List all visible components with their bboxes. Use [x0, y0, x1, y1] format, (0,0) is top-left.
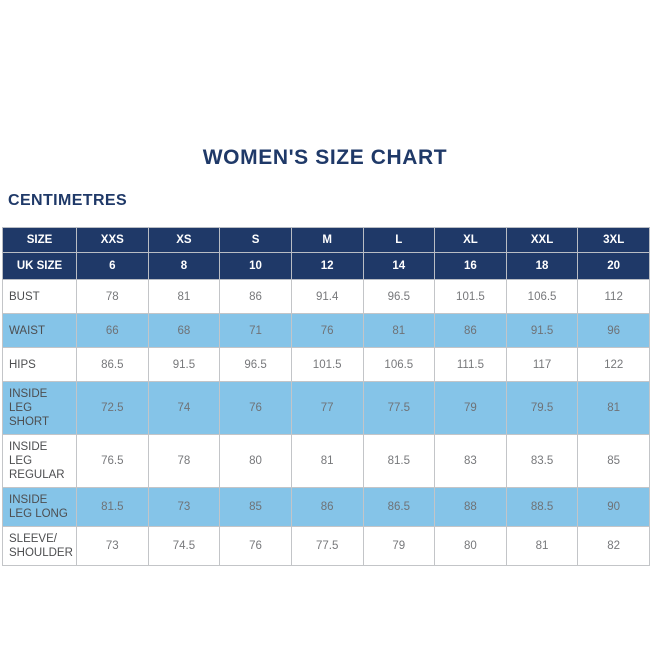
header-size-cell: 3XL [577, 227, 650, 253]
header-size-cell: XXL [505, 227, 579, 253]
measurement-cell: 101.5 [434, 279, 507, 314]
row-label: BUST [2, 279, 77, 314]
measurement-cell: 86.5 [362, 487, 436, 527]
measurement-cell: 76 [290, 313, 364, 348]
measurement-cell: 111.5 [434, 347, 507, 382]
measurement-cell: 76 [219, 526, 292, 566]
measurement-cell: 66 [76, 313, 149, 348]
measurement-cell: 91.5 [505, 313, 579, 348]
measurement-cell: 112 [577, 279, 650, 314]
row-label: INSIDE LEG REGULAR [2, 434, 77, 488]
header-size-cell: 18 [505, 252, 579, 280]
measurement-cell: 101.5 [290, 347, 364, 382]
header-size-cell: L [362, 227, 436, 253]
measurement-cell: 81.5 [362, 434, 436, 488]
measurement-cell: 68 [147, 313, 221, 348]
measurement-cell: 73 [147, 487, 221, 527]
header-size-cell: 20 [577, 252, 650, 280]
header-size-cell: 16 [434, 252, 507, 280]
size-table-head: SIZE XXS XS S M L XL XXL 3XL UK SIZE 6 8 10 12 14 16 18 2… [2, 227, 650, 280]
table-row: SLEEVE/ SHOULDER 73 74.5 76 77.5 79 80 81 82 [2, 526, 650, 566]
measurement-cell: 79 [362, 526, 436, 566]
measurement-cell: 77.5 [362, 381, 436, 435]
measurement-cell: 81 [577, 381, 650, 435]
measurement-cell: 72.5 [76, 381, 149, 435]
size-table-body: BUST 78 81 86 91.4 96.5 101.5 106.5 112 WAIST 66 68… [2, 279, 650, 566]
table-row: INSIDE LEG LONG 81.5 73 85 86 86.5 88 88.5 90 [2, 487, 650, 527]
unit-label: CENTIMETRES [8, 192, 128, 209]
table-row: BUST 78 81 86 91.4 96.5 101.5 106.5 112 [2, 279, 650, 314]
header-row: UK SIZE 6 8 10 12 14 16 18 20 [2, 252, 650, 280]
size-table: SIZE XXS XS S M L XL XXL 3XL UK SIZE 6 8 10 12 14 16 18 2… [2, 227, 650, 566]
measurement-cell: 96 [577, 313, 650, 348]
header-size-cell: 12 [290, 252, 364, 280]
table-row: INSIDE LEG REGULAR 76.5 78 80 81 81.5 83 83.5 85 [2, 434, 650, 488]
header-size-cell: 10 [219, 252, 292, 280]
table-row: INSIDE LEG SHORT 72.5 74 76 77 77.5 79 79.5 81 [2, 381, 650, 435]
header-size-cell: 14 [362, 252, 436, 280]
table-row: WAIST 66 68 71 76 81 86 91.5 96 [2, 313, 650, 348]
measurement-cell: 81 [290, 434, 364, 488]
header-size-cell: XL [434, 227, 507, 253]
measurement-cell: 106.5 [505, 279, 579, 314]
header-row-label: SIZE [2, 227, 77, 253]
measurement-cell: 88.5 [505, 487, 579, 527]
measurement-cell: 85 [219, 487, 292, 527]
measurement-cell: 86 [219, 279, 292, 314]
measurement-cell: 80 [434, 526, 507, 566]
measurement-cell: 81 [362, 313, 436, 348]
measurement-cell: 79.5 [505, 381, 579, 435]
measurement-cell: 91.5 [147, 347, 221, 382]
measurement-cell: 91.4 [290, 279, 364, 314]
measurement-cell: 74 [147, 381, 221, 435]
measurement-cell: 82 [577, 526, 650, 566]
measurement-cell: 77.5 [290, 526, 364, 566]
measurement-cell: 73 [76, 526, 149, 566]
measurement-cell: 83.5 [505, 434, 579, 488]
measurement-cell: 78 [147, 434, 221, 488]
measurement-cell: 96.5 [219, 347, 292, 382]
header-size-cell: XXS [76, 227, 149, 253]
measurement-cell: 74.5 [147, 526, 221, 566]
measurement-cell: 71 [219, 313, 292, 348]
header-row: SIZE XXS XS S M L XL XXL 3XL [2, 227, 650, 253]
measurement-cell: 81 [505, 526, 579, 566]
measurement-cell: 106.5 [362, 347, 436, 382]
measurement-cell: 86 [290, 487, 364, 527]
header-size-cell: 6 [76, 252, 149, 280]
row-label: INSIDE LEG SHORT [2, 381, 77, 435]
measurement-cell: 81 [147, 279, 221, 314]
table-row: HIPS 86.5 91.5 96.5 101.5 106.5 111.5 117 122 [2, 347, 650, 382]
header-size-cell: M [290, 227, 364, 253]
measurement-cell: 96.5 [362, 279, 436, 314]
measurement-cell: 122 [577, 347, 650, 382]
header-size-cell: XS [147, 227, 221, 253]
measurement-cell: 90 [577, 487, 650, 527]
header-size-cell: S [219, 227, 292, 253]
header-row-label: UK SIZE [2, 252, 77, 280]
measurement-cell: 78 [76, 279, 149, 314]
row-label: HIPS [2, 347, 77, 382]
header-size-cell: 8 [147, 252, 221, 280]
measurement-cell: 77 [290, 381, 364, 435]
measurement-cell: 117 [505, 347, 579, 382]
measurement-cell: 86 [434, 313, 507, 348]
measurement-cell: 76 [219, 381, 292, 435]
row-label: WAIST [2, 313, 77, 348]
row-label: SLEEVE/ SHOULDER [2, 526, 77, 566]
measurement-cell: 86.5 [76, 347, 149, 382]
measurement-cell: 88 [434, 487, 507, 527]
measurement-cell: 79 [434, 381, 507, 435]
row-label: INSIDE LEG LONG [2, 487, 77, 527]
page-title: WOMEN'S SIZE CHART [202, 146, 448, 169]
measurement-cell: 83 [434, 434, 507, 488]
measurement-cell: 80 [219, 434, 292, 488]
measurement-cell: 81.5 [76, 487, 149, 527]
measurement-cell: 85 [577, 434, 650, 488]
measurement-cell: 76.5 [76, 434, 149, 488]
